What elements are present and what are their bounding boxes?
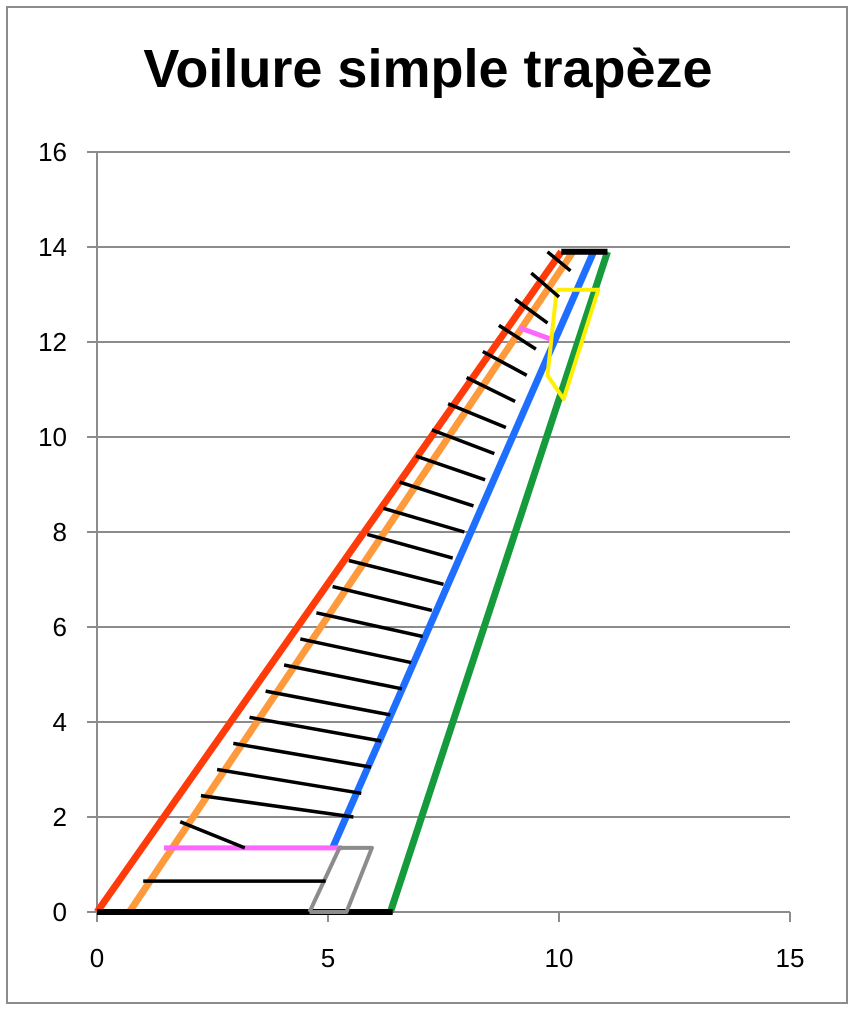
series-line-23 <box>366 532 454 560</box>
y-tick-label: 4 <box>53 707 67 737</box>
series-line-14 <box>216 767 362 796</box>
series-line-27 <box>431 428 495 456</box>
series-line-32 <box>514 297 549 325</box>
y-tick-label: 14 <box>38 232 67 262</box>
y-tick-label: 2 <box>53 802 67 832</box>
series-line-16 <box>249 715 382 743</box>
gridlines <box>87 151 790 818</box>
y-tick-label: 12 <box>38 327 67 357</box>
series-line-17 <box>265 689 391 717</box>
series-line-22 <box>348 558 444 586</box>
series-line-8 <box>518 325 553 342</box>
series-line-34 <box>546 250 572 273</box>
x-tick-label: 15 <box>776 943 805 973</box>
series-line-19 <box>299 637 412 665</box>
tick-labels: 0 2 4 6 8 10 12 14 16 0 5 10 15 <box>38 137 804 973</box>
series-line-9 <box>307 845 374 914</box>
x-tick-label: 0 <box>90 943 104 973</box>
y-tick-label: 10 <box>38 422 67 452</box>
series-line-10 <box>545 287 601 401</box>
series-line-28 <box>447 402 507 430</box>
series-line-29 <box>465 376 516 403</box>
series-line-31 <box>497 323 537 351</box>
y-tick-label: 0 <box>53 897 67 927</box>
series-line-13 <box>200 793 354 819</box>
series-line-12 <box>179 820 246 850</box>
chart-title: Voilure simple trapèze <box>143 39 713 99</box>
y-tick-label: 16 <box>38 137 67 167</box>
series-line-4 <box>387 250 611 914</box>
series-line-18 <box>283 663 403 691</box>
series-group <box>94 248 611 915</box>
series-line-30 <box>481 349 528 377</box>
series-line-25 <box>399 480 475 508</box>
series-line-20 <box>316 611 424 639</box>
series-line-24 <box>382 506 465 534</box>
series-line-15 <box>233 741 372 769</box>
series-line-33 <box>530 271 561 299</box>
series-line-1 <box>94 249 565 915</box>
series-line-21 <box>332 584 433 613</box>
y-tick-label: 6 <box>53 612 67 642</box>
x-tick-label: 5 <box>321 943 335 973</box>
series-line-26 <box>415 454 486 482</box>
axes <box>87 152 791 922</box>
y-tick-label: 8 <box>53 517 67 547</box>
x-tick-label: 10 <box>545 943 574 973</box>
